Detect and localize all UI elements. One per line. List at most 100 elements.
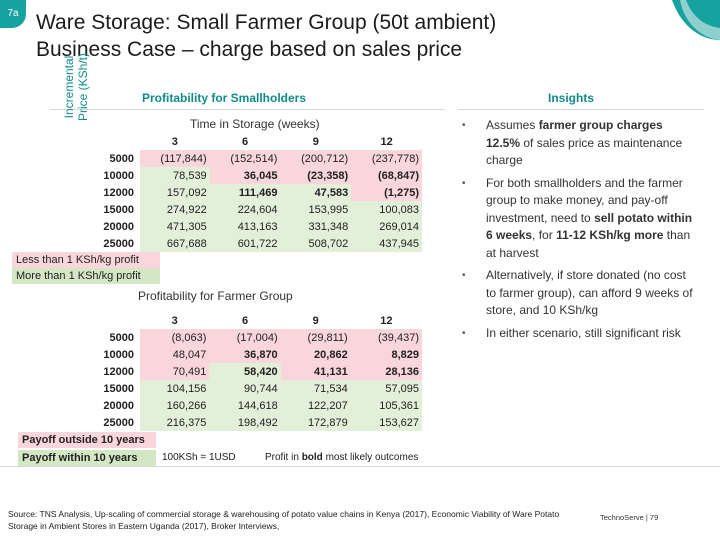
table-cell: (200,712) <box>280 150 352 167</box>
table-cell: 153,995 <box>280 201 352 218</box>
insight-item: • For both smallholders and the farmer gr… <box>462 175 698 263</box>
column-header: 9 <box>312 314 319 327</box>
corner-logo-mark <box>672 0 720 40</box>
table-row: 25000 216,375 198,492 172,879 153,627 <box>100 414 422 431</box>
table-cell: 48,047 <box>140 346 210 363</box>
insight-text-run: Alternatively, if store donated (no cost… <box>486 268 693 317</box>
row-header: 10000 <box>103 169 134 182</box>
table1-title: Time in Storage (weeks) <box>190 117 320 131</box>
insight-text-run: , for <box>532 228 557 242</box>
table-row: 15000 274,922 224,604 153,995 100,083 <box>100 201 422 218</box>
column-header: 12 <box>380 135 393 148</box>
table-cell: 198,492 <box>209 414 281 431</box>
page-title: Ware Storage: Small Farmer Group (50t am… <box>36 9 496 63</box>
row-header: 25000 <box>103 416 134 429</box>
row-header: 5000 <box>109 331 134 344</box>
title-line-1: Ware Storage: Small Farmer Group (50t am… <box>36 11 497 34</box>
table-cell: 274,922 <box>140 201 210 218</box>
legend-more-than-1: More than 1 KSh/kg profit <box>12 268 160 284</box>
table-cell: 105,361 <box>350 397 422 414</box>
table-cell: 90,744 <box>209 380 281 397</box>
table-cell: 122,207 <box>280 397 351 414</box>
table-cell: 70,491 <box>140 363 210 380</box>
table-row: 20000 471,305 413,163 331,348 269,014 <box>100 218 422 235</box>
y-axis-label-line1: Incremental <box>62 55 76 119</box>
table-cell: 331,348 <box>280 218 352 235</box>
column-header: 12 <box>380 314 393 327</box>
table2-title: Profitability for Farmer Group <box>138 289 293 303</box>
table-cell: 601,722 <box>209 235 281 252</box>
table-cell: 153,627 <box>350 414 422 431</box>
table-cell: (23,358) <box>280 167 352 184</box>
bullet-icon: • <box>462 177 466 189</box>
table-cell: 41,131 <box>280 363 351 380</box>
bold-note-suffix: most likely outcomes <box>322 452 419 463</box>
table-cell: 437,945 <box>351 235 422 252</box>
table-cell: (1,275) <box>351 184 422 201</box>
table-cell: 28,136 <box>350 363 422 380</box>
table-cell: 413,163 <box>209 218 281 235</box>
insight-item: • Assumes farmer group charges 12.5% of s… <box>462 117 698 170</box>
source-citation: Source: TNS Analysis, Up-scaling of comm… <box>8 509 560 531</box>
bold-legend-note: Profit in bold most likely outcomes <box>265 452 418 463</box>
insight-text: Assumes farmer group charges 12.5% of sa… <box>486 117 698 170</box>
currency-note: 100KSh = 1USD <box>162 452 236 463</box>
insights-heading: Insights <box>548 91 595 105</box>
right-heading-divider <box>458 109 704 110</box>
column-header: 9 <box>312 135 319 148</box>
table-row: 15000 104,156 90,744 71,534 57,095 <box>100 380 422 397</box>
table-cell: 71,534 <box>280 380 351 397</box>
bullet-icon: • <box>462 270 466 281</box>
insights-list: • Assumes farmer group charges 12.5% of s… <box>462 117 698 347</box>
insight-text-run: of sales price as maintenance charge <box>486 135 683 168</box>
legend-payoff-outside: Payoff outside 10 years <box>18 432 156 448</box>
table-cell: (39,437) <box>350 329 422 346</box>
row-header: 12000 <box>103 365 134 378</box>
insight-item: • In either scenario, still significant r… <box>462 325 698 343</box>
row-header: 5000 <box>109 152 134 165</box>
profitability-heading: Profitability for Smallholders <box>142 91 307 105</box>
row-header: 25000 <box>103 237 134 250</box>
column-header: 6 <box>241 314 249 327</box>
corner-cell <box>100 312 140 329</box>
insight-text: For both smallholders and the farmer gro… <box>486 175 698 263</box>
table-cell: (8,063) <box>140 329 210 346</box>
insight-text: In either scenario, still significant ri… <box>486 325 681 343</box>
table-row: 10000 48,047 36,870 20,862 8,829 <box>100 346 422 363</box>
table-row: 25000 667,688 601,722 508,702 437,945 <box>100 235 422 252</box>
row-header: 20000 <box>103 220 134 233</box>
table-cell: 100,083 <box>351 201 422 218</box>
table-header-row: 3 6 9 12 <box>100 133 422 150</box>
row-header: 12000 <box>103 186 134 199</box>
column-header: 6 <box>242 135 249 148</box>
table-cell: 47,583 <box>280 184 352 201</box>
table-row: 20000 160,266 144,618 122,207 105,361 <box>100 397 422 414</box>
table-cell: 36,045 <box>209 167 281 184</box>
insight-text-run: than at harvest <box>486 228 691 260</box>
table-header-row: 3 6 9 12 <box>100 312 422 329</box>
bullet-icon: • <box>462 327 466 339</box>
insight-text-run: farmer group charges 12.5% <box>486 118 663 150</box>
table-cell: 8,829 <box>350 346 422 363</box>
bold-note-prefix: Profit in <box>265 452 302 463</box>
table-row: 12000 157,092 111,469 47,583 (1,275) <box>100 184 422 201</box>
table-cell: (117,844) <box>140 150 210 167</box>
table-row: 5000 (8,063) (17,004) (29,811) (39,437) <box>100 329 422 346</box>
bold-note-word: bold <box>301 452 323 463</box>
title-line-2: Business Case – charge based on sales pr… <box>36 38 463 61</box>
row-header: 15000 <box>103 203 134 216</box>
table-cell: 104,156 <box>140 380 210 397</box>
table-cell: 111,469 <box>209 184 281 201</box>
footer-divider <box>0 466 720 467</box>
footer-brand: TechnoServe | 79 <box>600 513 659 522</box>
insight-text: Alternatively, if store donated (no cost… <box>486 267 698 320</box>
legend-less-than-1: Less than 1 KSh/kg profit <box>12 252 160 268</box>
table-cell: 508,702 <box>280 235 352 252</box>
table-cell: (17,004) <box>209 329 281 346</box>
table-cell: 269,014 <box>351 218 422 235</box>
table-cell: 57,095 <box>350 380 422 397</box>
row-header: 10000 <box>103 348 134 361</box>
table-cell: (68,847) <box>351 167 422 184</box>
table-cell: (152,514) <box>209 150 281 167</box>
smallholder-profit-table: 3 6 9 12 5000 (117,844) (152,514) (200,7… <box>100 133 422 252</box>
